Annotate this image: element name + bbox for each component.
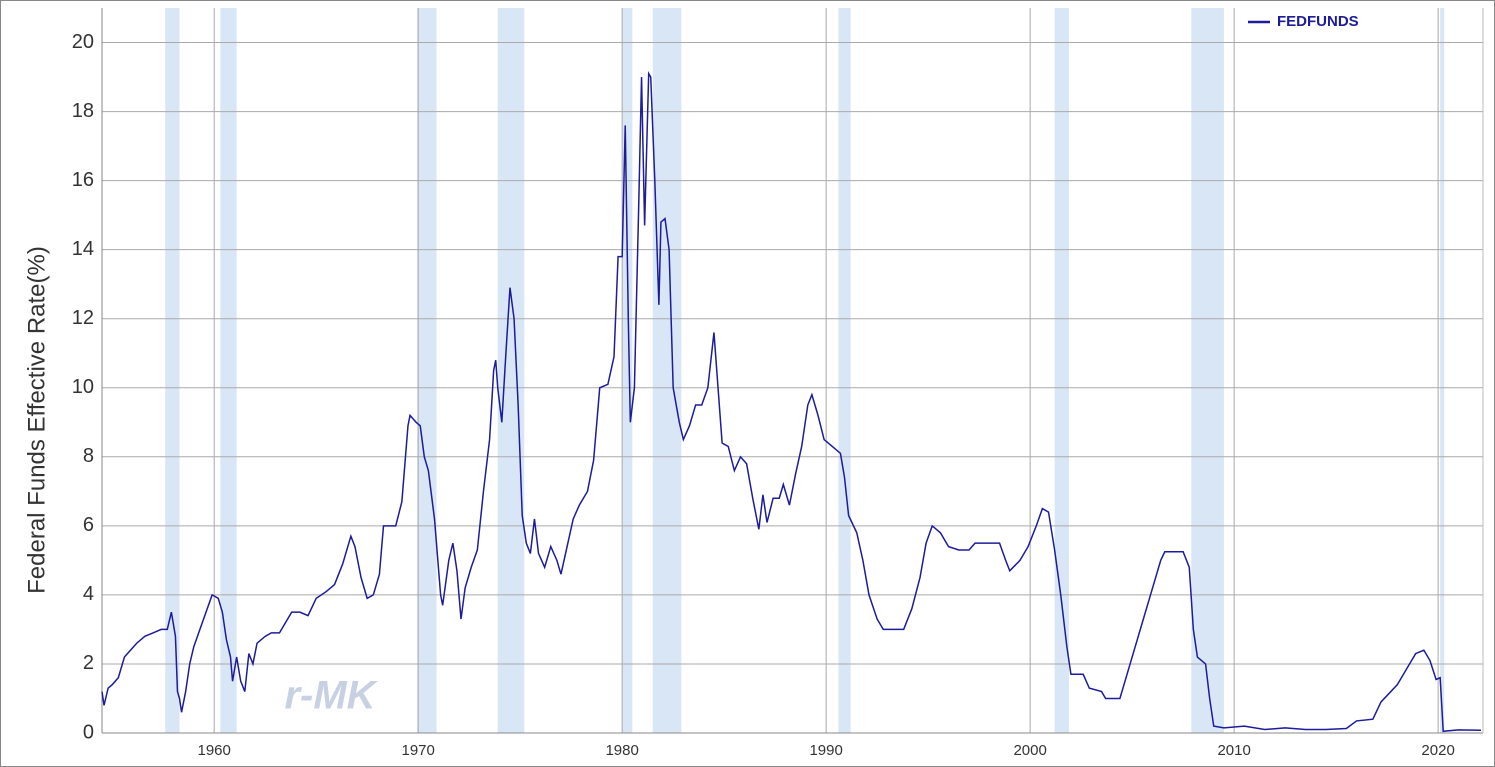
x-tick-label: 2010 [1217,742,1250,759]
y-tick-label: 2 [83,652,94,674]
recession-band [1054,8,1069,733]
recession-band [622,8,633,733]
x-tick-label: 2000 [1013,742,1046,759]
recession-band [497,8,525,733]
y-tick-label: 0 [83,721,94,743]
y-tick-label: 20 [72,31,94,53]
recession-band [652,8,682,733]
y-tick-label: 4 [83,583,94,605]
y-tick-label: 10 [72,376,94,398]
recession-band [1191,8,1224,733]
x-tick-label: 1990 [809,742,842,759]
y-tick-label: 16 [72,169,94,191]
y-tick-label: 6 [83,514,94,536]
y-tick-label: 12 [72,307,94,329]
recession-band [220,8,237,733]
x-tick-label: 1960 [198,742,231,759]
y-axis-label: Federal Funds Effective Rate(%) [23,246,50,594]
x-tick-label: 1980 [605,742,638,759]
legend-label: FEDFUNDS [1277,13,1359,30]
y-tick-label: 18 [72,100,94,122]
data-line [101,70,1481,733]
recession-band [838,8,851,733]
y-tick-label: 14 [72,238,94,260]
recession-band [165,8,180,733]
recession-band [417,8,437,733]
watermark: r-MK [284,674,378,718]
y-tick-label: 8 [83,445,94,467]
recession-band [1440,8,1445,733]
x-tick-label: 2020 [1421,742,1454,759]
x-tick-label: 1970 [401,742,434,759]
